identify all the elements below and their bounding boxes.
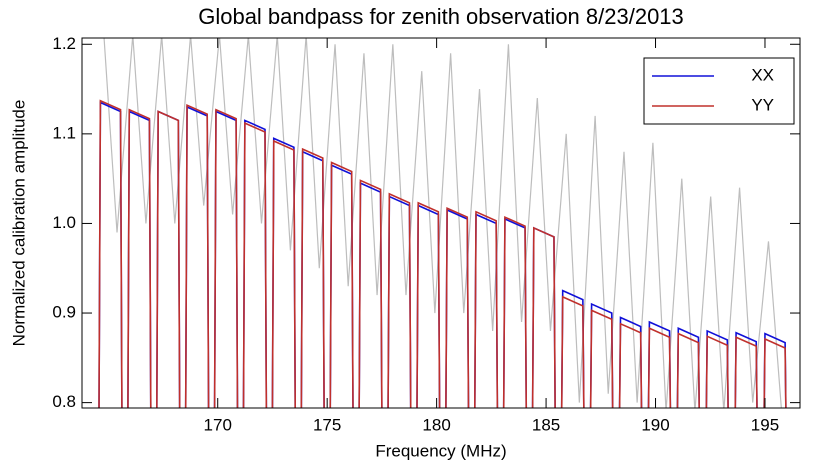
- chart-title: Global bandpass for zenith observation 8…: [198, 4, 684, 29]
- x-tick-label: 175: [313, 415, 341, 434]
- legend-label: XX: [751, 65, 774, 84]
- x-tick-label: 185: [532, 415, 560, 434]
- x-tick-label: 180: [422, 415, 450, 434]
- legend: [643, 57, 795, 125]
- x-tick-label: 190: [641, 415, 669, 434]
- line: [103, 38, 782, 408]
- x-axis-label: Frequency (MHz): [375, 441, 506, 460]
- plot-area: [98, 38, 787, 408]
- y-tick-label: 1.0: [52, 213, 76, 232]
- y-tick-label: 1.1: [52, 123, 76, 142]
- x-tick-label: 195: [751, 415, 779, 434]
- y-tick-label: 0.8: [52, 392, 76, 411]
- x-tick-label: 170: [204, 415, 232, 434]
- legend-label: YY: [751, 95, 774, 114]
- y-tick-label: 1.2: [52, 34, 76, 53]
- y-axis-label: Normalized calibration amplitude: [9, 100, 28, 347]
- y-tick-label: 0.9: [52, 303, 76, 322]
